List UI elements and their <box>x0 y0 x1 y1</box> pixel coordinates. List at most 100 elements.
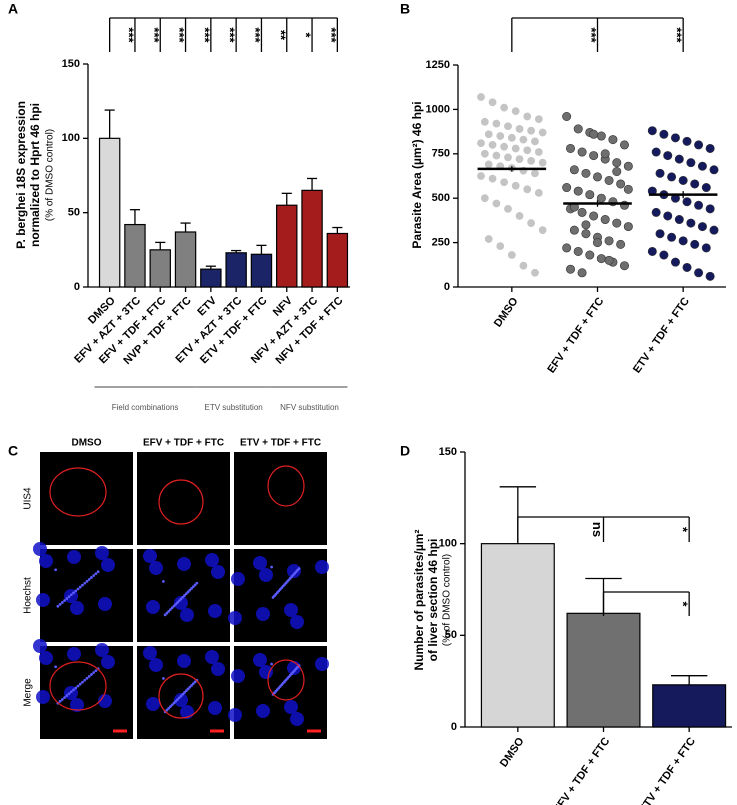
bar <box>566 612 641 728</box>
parasite-nucleus <box>174 699 178 703</box>
data-point <box>566 264 576 274</box>
micrograph <box>40 452 133 545</box>
data-point <box>511 143 521 153</box>
data-point <box>562 112 572 122</box>
nucleus <box>67 647 81 661</box>
data-point <box>538 158 548 168</box>
parasite-nucleus <box>65 694 69 697</box>
data-point <box>682 262 692 272</box>
significance: *** <box>248 27 263 43</box>
bar <box>652 684 727 728</box>
data-point <box>495 241 505 251</box>
x-tick-label: EFV + TDF + FTC <box>551 735 612 805</box>
data-point <box>573 186 583 196</box>
data-point <box>515 124 525 134</box>
parasite-nucleus <box>190 684 193 687</box>
data-point <box>515 154 525 164</box>
y-axis-label: Parasite Area (µm²) 46 hpi <box>410 101 424 248</box>
data-point <box>616 179 626 189</box>
data-point <box>507 133 517 143</box>
parasite-nucleus <box>69 690 73 694</box>
nucleus <box>256 704 270 718</box>
data-point <box>694 200 704 210</box>
data-point <box>526 126 536 136</box>
parasite-nucleus <box>56 604 60 608</box>
data-point <box>612 218 622 228</box>
data-point <box>674 154 684 164</box>
data-point <box>705 143 715 153</box>
parasite-nucleus <box>85 580 89 583</box>
bar <box>174 231 197 288</box>
data-point <box>480 117 490 127</box>
data-point <box>659 250 669 260</box>
data-point <box>667 172 677 182</box>
parasite-nucleus <box>54 568 57 572</box>
data-point <box>476 92 486 102</box>
panel-label: A <box>8 1 18 17</box>
column-label: EFV + TDF + FTC <box>143 438 224 449</box>
data-point <box>612 167 622 177</box>
nucleus <box>95 546 109 560</box>
parasite-nucleus <box>188 685 192 689</box>
data-point <box>647 126 657 136</box>
data-point <box>534 147 544 157</box>
data-point <box>476 171 486 181</box>
nucleus <box>228 708 242 722</box>
parasite-nucleus <box>172 701 176 705</box>
parasite-nucleus <box>54 665 57 669</box>
row-label: Hoechst <box>23 577 34 614</box>
bar <box>124 223 146 288</box>
data-point <box>581 220 591 230</box>
parasite-membrane <box>267 659 305 701</box>
nucleus <box>70 601 84 615</box>
data-point <box>577 207 587 217</box>
data-point <box>480 149 490 159</box>
parasite-nucleus <box>280 683 283 687</box>
nucleus <box>101 655 115 669</box>
parasite-nucleus <box>85 677 89 680</box>
parasite-nucleus <box>176 601 179 604</box>
parasite-nucleus <box>183 594 186 597</box>
y-axis-label: P. berghei 18S expression <box>14 101 28 249</box>
parasite-nucleus <box>74 589 78 593</box>
parasite-nucleus <box>181 595 185 599</box>
nucleus <box>208 604 222 618</box>
data-point <box>667 232 677 242</box>
data-point <box>581 229 591 239</box>
parasite-nucleus <box>90 673 93 676</box>
parasite-nucleus <box>58 603 62 606</box>
y-axis-label: normalized to Hprt 46 hpi <box>28 103 42 247</box>
data-point <box>619 140 629 150</box>
data-point <box>577 147 587 157</box>
significance: *** <box>197 27 212 43</box>
data-point <box>585 190 595 200</box>
parasite-nucleus <box>87 578 91 581</box>
data-point <box>569 225 579 235</box>
parasite-nucleus <box>58 700 62 703</box>
parasite-nucleus <box>195 581 199 585</box>
data-point <box>663 151 673 161</box>
nucleus <box>98 694 112 708</box>
data-point <box>623 222 633 232</box>
y-tick-label: 1250 <box>426 59 450 71</box>
data-point <box>530 168 540 178</box>
y-tick-label: 750 <box>432 148 450 160</box>
group-label: Field combinations <box>112 403 179 412</box>
data-point <box>600 215 610 225</box>
parasite-membrane <box>158 479 204 525</box>
significance: *** <box>670 27 685 43</box>
panel-label: D <box>400 443 410 459</box>
bar <box>149 249 171 288</box>
data-point <box>480 193 490 203</box>
data-point <box>569 165 579 175</box>
data-point <box>604 175 614 185</box>
parasite-nucleus <box>78 585 82 589</box>
significance: * <box>676 601 691 607</box>
parasite-nucleus <box>192 682 195 685</box>
y-tick-label: 100 <box>439 538 457 550</box>
data-point <box>694 268 704 278</box>
data-point <box>518 135 528 145</box>
parasite-nucleus <box>193 583 197 587</box>
significance: ** <box>273 30 288 41</box>
parasite-nucleus <box>81 680 84 684</box>
